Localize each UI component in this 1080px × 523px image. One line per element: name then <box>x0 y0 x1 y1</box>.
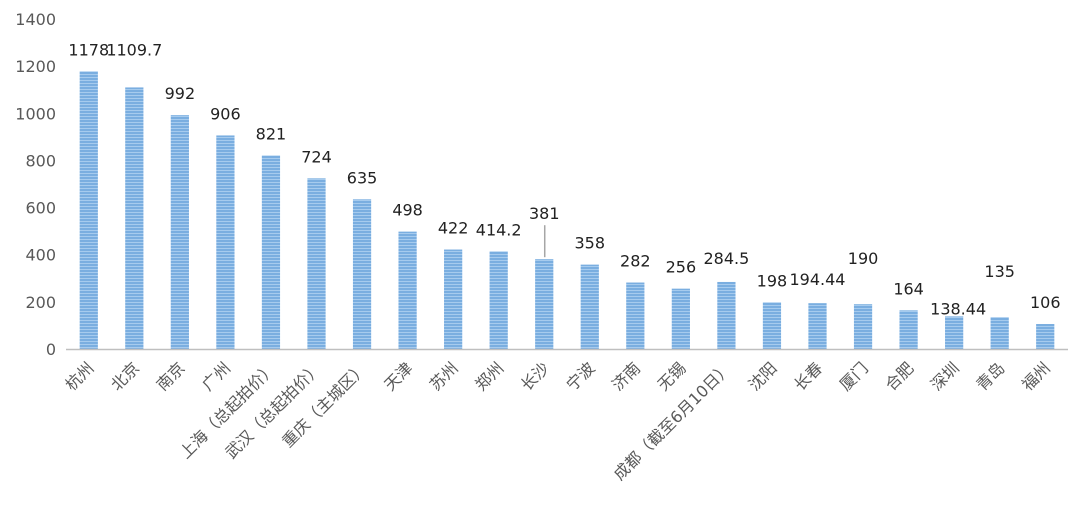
x-tick-label-18: 合肥 <box>881 358 917 394</box>
bar-2 <box>170 115 189 350</box>
data-label-17: 190 <box>848 249 879 268</box>
data-label-18: 164 <box>893 279 924 298</box>
data-label-13: 256 <box>666 258 697 277</box>
bar-20 <box>990 317 1009 349</box>
x-axis: 杭州 北京 南京 广州上海（总起拍价）武汉（总起拍价）重庆（主城区） 天津 苏州 郑州 长沙宁… <box>62 348 1068 484</box>
data-label-8: 422 <box>438 219 469 238</box>
data-label-1: 1109.7 <box>106 40 162 59</box>
bar-0 <box>79 71 98 349</box>
x-tick-label-10: 长沙 <box>517 358 553 394</box>
bar-18 <box>899 310 918 349</box>
y-tick-label-0: 0 <box>46 340 56 359</box>
x-tick-label-7: 天津 <box>380 358 416 394</box>
y-tick-label-1400: 1400 <box>15 10 56 29</box>
x-tick-label-12: 济南 <box>608 358 644 394</box>
data-label-21: 106 <box>1030 293 1061 312</box>
bars <box>79 71 1055 350</box>
x-tick-label-19: 深圳 <box>927 358 963 394</box>
bar-8 <box>444 249 463 349</box>
bar-15 <box>762 302 782 349</box>
bar-16 <box>808 303 827 349</box>
bar-5 <box>307 178 326 349</box>
data-label-9: 414.2 <box>476 220 522 239</box>
data-label-14: 284.5 <box>704 249 750 268</box>
bar-17 <box>853 304 873 349</box>
bar-19 <box>945 316 964 349</box>
bar-13 <box>671 288 690 349</box>
x-tick-label-15: 沈阳 <box>745 358 781 394</box>
bar-7 <box>398 231 417 349</box>
bar-14 <box>717 281 736 349</box>
bar-10 <box>535 259 554 349</box>
y-tick-label-600: 600 <box>25 199 56 218</box>
data-label-12: 282 <box>620 252 651 271</box>
data-label-7: 498 <box>392 201 423 220</box>
data-label-19: 138.44 <box>930 299 986 318</box>
x-tick-label-0: 杭州 <box>62 358 98 394</box>
bar-12 <box>626 282 645 349</box>
x-tick-label-17: 厦门 <box>836 358 872 394</box>
data-label-11: 358 <box>574 234 605 253</box>
y-tick-label-1000: 1000 <box>15 104 56 123</box>
bar-21 <box>1036 324 1055 349</box>
data-label-4: 821 <box>256 124 287 143</box>
x-tick-label-9: 郑州 <box>471 358 507 394</box>
x-tick-label-2: 南京 <box>153 358 189 394</box>
data-label-20: 135 <box>984 262 1015 281</box>
data-label-0: 1178 <box>68 40 109 59</box>
x-tick-label-21: 福州 <box>1018 358 1054 394</box>
data-label-2: 992 <box>165 84 196 103</box>
x-tick-label-8: 苏州 <box>426 358 462 394</box>
bar-9 <box>489 251 508 349</box>
data-label-16: 194.44 <box>790 270 846 289</box>
x-tick-label-3: 广州 <box>198 358 234 394</box>
bar-1 <box>125 87 144 349</box>
data-label-5: 724 <box>301 147 332 166</box>
x-tick-label-13: 无锡 <box>654 358 690 394</box>
y-tick-label-400: 400 <box>25 246 56 265</box>
y-axis: 0 200 400 600 800 1000 1200 1400 <box>15 10 56 359</box>
data-label-10: 381 <box>529 204 560 223</box>
data-label-6: 635 <box>347 168 378 187</box>
bar-3 <box>216 135 235 349</box>
bar-4 <box>261 155 281 349</box>
x-tick-label-11: 宁波 <box>563 358 599 394</box>
bar-11 <box>580 264 599 349</box>
y-tick-label-1200: 1200 <box>15 57 56 76</box>
y-tick-label-200: 200 <box>25 293 56 312</box>
x-tick-label-1: 北京 <box>107 358 143 394</box>
x-tick-label-16: 长春 <box>790 358 826 394</box>
data-label-15: 198 <box>757 271 788 290</box>
bar-6 <box>352 199 372 349</box>
y-tick-label-800: 800 <box>25 151 56 170</box>
data-label-3: 906 <box>210 104 241 123</box>
x-tick-label-20: 青岛 <box>972 358 1008 394</box>
